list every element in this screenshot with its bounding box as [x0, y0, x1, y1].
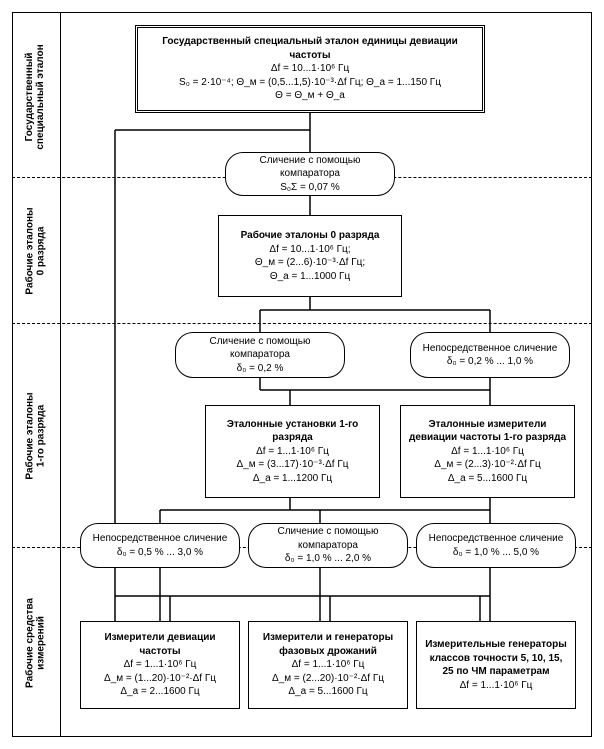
n2-l1: S₀Σ = 0,07 %	[280, 181, 340, 195]
n11-l2: Δ_м = (1...20)·10⁻²·Δf Гц	[104, 672, 216, 686]
sep-2	[12, 323, 592, 324]
n9-title: Сличение с помощью компаратора	[255, 525, 401, 552]
n12-l1: Δf = 1...1·10⁶ Гц	[292, 658, 365, 672]
n10-title: Непосредственное сличение	[429, 532, 564, 546]
n9-l1: δ₀ = 1,0 % ... 2,0 %	[285, 552, 371, 566]
node-comparator-2: Сличение с помощью компаратора δ₀ = 0,2 …	[175, 332, 345, 378]
n13-l1: Δf = 1...1·10⁶ Гц	[460, 679, 533, 693]
n11-l3: Δ_а = 2...1600 Гц	[120, 685, 199, 699]
n13-title: Измерительные генераторы классов точност…	[423, 638, 569, 679]
n7-l1: Δf = 1...1·10⁶ Гц	[451, 445, 524, 459]
n10-l1: δ₀ = 1,0 % ... 5,0 %	[453, 546, 539, 560]
n7-l2: Δ_м = (2...3)·10⁻²·Δf Гц	[434, 458, 540, 472]
n11-title: Измерители девиации частоты	[87, 631, 233, 658]
n12-l3: Δ_а = 5...1600 Гц	[288, 685, 367, 699]
node-meter-1: Эталонные измерители девиации частоты 1-…	[400, 405, 575, 498]
n4-l1: δ₀ = 0,2 %	[237, 362, 284, 376]
node-setup-1: Эталонные установки 1-го разряда Δf = 1.…	[205, 405, 380, 498]
node-state-standard: Государственный специальный эталон едини…	[135, 25, 485, 113]
n6-title: Эталонные установки 1-го разряда	[212, 418, 373, 445]
n12-title: Измерители и генераторы фазовых дрожаний	[255, 631, 401, 658]
node-meters-jitter: Измерители и генераторы фазовых дрожаний…	[248, 621, 408, 709]
node-working-0: Рабочие эталоны 0 разряда Δf = 10...1·10…	[218, 215, 402, 297]
n8-title: Непосредственное сличение	[93, 532, 228, 546]
n11-l1: Δf = 1...1·10⁶ Гц	[124, 658, 197, 672]
n7-title: Эталонные измерители девиации частоты 1-…	[407, 418, 568, 445]
row-label-3: Рабочие эталоны 1-го разряда	[25, 369, 47, 504]
n1-l1: Δf = 10...1·10⁶ Гц	[271, 62, 349, 76]
n6-l2: Δ_м = (3...17)·10⁻³·Δf Гц	[237, 458, 349, 472]
row-label-1: Государственный специальный эталон	[24, 22, 46, 172]
n8-l1: δ₀ = 0,5 % ... 3,0 %	[117, 546, 203, 560]
row-label-2: Рабочие эталоны 0 разряда	[25, 184, 47, 319]
n7-l3: Δ_а = 5...1600 Гц	[448, 472, 527, 486]
n3-l1: Δf = 10...1·10⁶ Гц;	[269, 243, 350, 257]
label-divider	[60, 12, 61, 737]
n6-l1: Δf = 1...1·10⁶ Гц	[256, 445, 329, 459]
node-generators: Измерительные генераторы классов точност…	[416, 621, 576, 709]
n3-l3: Θ_а = 1...1000 Гц	[270, 270, 350, 284]
n12-l2: Δ_м = (2...20)·10⁻²·Δf Гц	[272, 672, 384, 686]
n1-title: Государственный специальный эталон едини…	[144, 35, 476, 62]
n4-title: Сличение с помощью компаратора	[182, 335, 338, 362]
n1-l2: S₀ = 2·10⁻⁴; Θ_м = (0,5...1,5)·10⁻³·Δf Г…	[179, 76, 441, 90]
n5-title: Непосредственное сличение	[423, 342, 558, 356]
node-direct-3: Непосредственное сличение δ₀ = 1,0 % ...…	[416, 523, 576, 568]
node-direct-1: Непосредственное сличение δ₀ = 0,2 % ...…	[410, 332, 570, 378]
node-meters-dev: Измерители девиации частоты Δf = 1...1·1…	[80, 621, 240, 709]
node-comparator-1: Сличение с помощью компаратора S₀Σ = 0,0…	[225, 152, 395, 196]
row-label-4: Рабочие средства измерений	[25, 576, 47, 711]
diagram: Государственный специальный эталон Рабоч…	[0, 0, 604, 749]
n6-l3: Δ_а = 1...1200 Гц	[253, 472, 332, 486]
node-comparator-3: Сличение с помощью компаратора δ₀ = 1,0 …	[248, 523, 408, 568]
n2-title: Сличение с помощью компаратора	[232, 154, 388, 181]
node-direct-2: Непосредственное сличение δ₀ = 0,5 % ...…	[80, 523, 240, 568]
n1-l3: Θ = Θ_м + Θ_а	[275, 89, 345, 103]
n3-l2: Θ_м = (2...6)·10⁻³·Δf Гц;	[255, 256, 365, 270]
n3-title: Рабочие эталоны 0 разряда	[241, 229, 380, 243]
n5-l1: δ₀ = 0,2 % ... 1,0 %	[447, 355, 533, 369]
